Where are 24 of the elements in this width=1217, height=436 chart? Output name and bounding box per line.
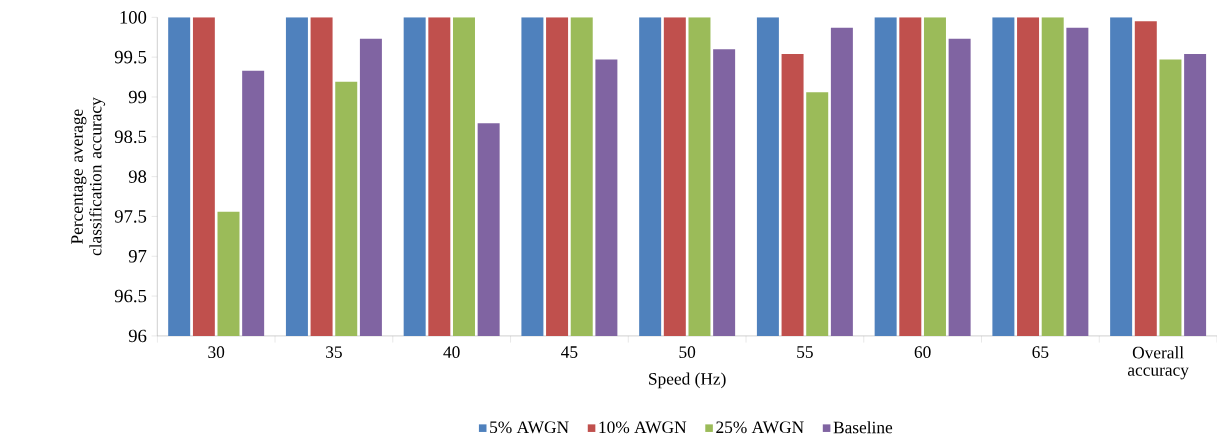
x-tick-label: 65 xyxy=(1032,346,1049,359)
y-tick-label: 97 xyxy=(128,250,147,263)
legend-label: 10% AWGN xyxy=(599,421,687,434)
x-tick-label: 30 xyxy=(208,346,225,359)
y-tick-label: 96.5 xyxy=(114,289,147,303)
y-tick-label: 96 xyxy=(128,329,147,343)
y-tick-label: 99 xyxy=(128,90,147,104)
y-tick-label: 100 xyxy=(120,11,147,24)
legend-label: Baseline xyxy=(833,421,893,434)
x-axis-title: Speed (Hz) xyxy=(649,372,726,389)
x-tick-label: Overall accuracy xyxy=(1127,346,1189,380)
y-tick-label: 99.5 xyxy=(114,50,147,64)
legend-label: 25% AWGN xyxy=(716,421,804,434)
x-tick-label: 50 xyxy=(679,346,696,359)
y-tick-label: 98 xyxy=(128,170,147,183)
x-tick-label: 60 xyxy=(914,346,931,359)
x-tick-label: 55 xyxy=(797,346,813,358)
x-tick-label: 35 xyxy=(326,346,342,359)
legend-label: 5% AWGN xyxy=(490,421,569,434)
y-tick-label: 98.5 xyxy=(114,130,147,144)
y-axis-title: Percentage average classification accuracy xyxy=(71,97,106,256)
x-tick-label: 40 xyxy=(443,346,460,359)
y-tick-label: 97.5 xyxy=(114,210,147,223)
x-tick-label: 45 xyxy=(561,346,578,358)
